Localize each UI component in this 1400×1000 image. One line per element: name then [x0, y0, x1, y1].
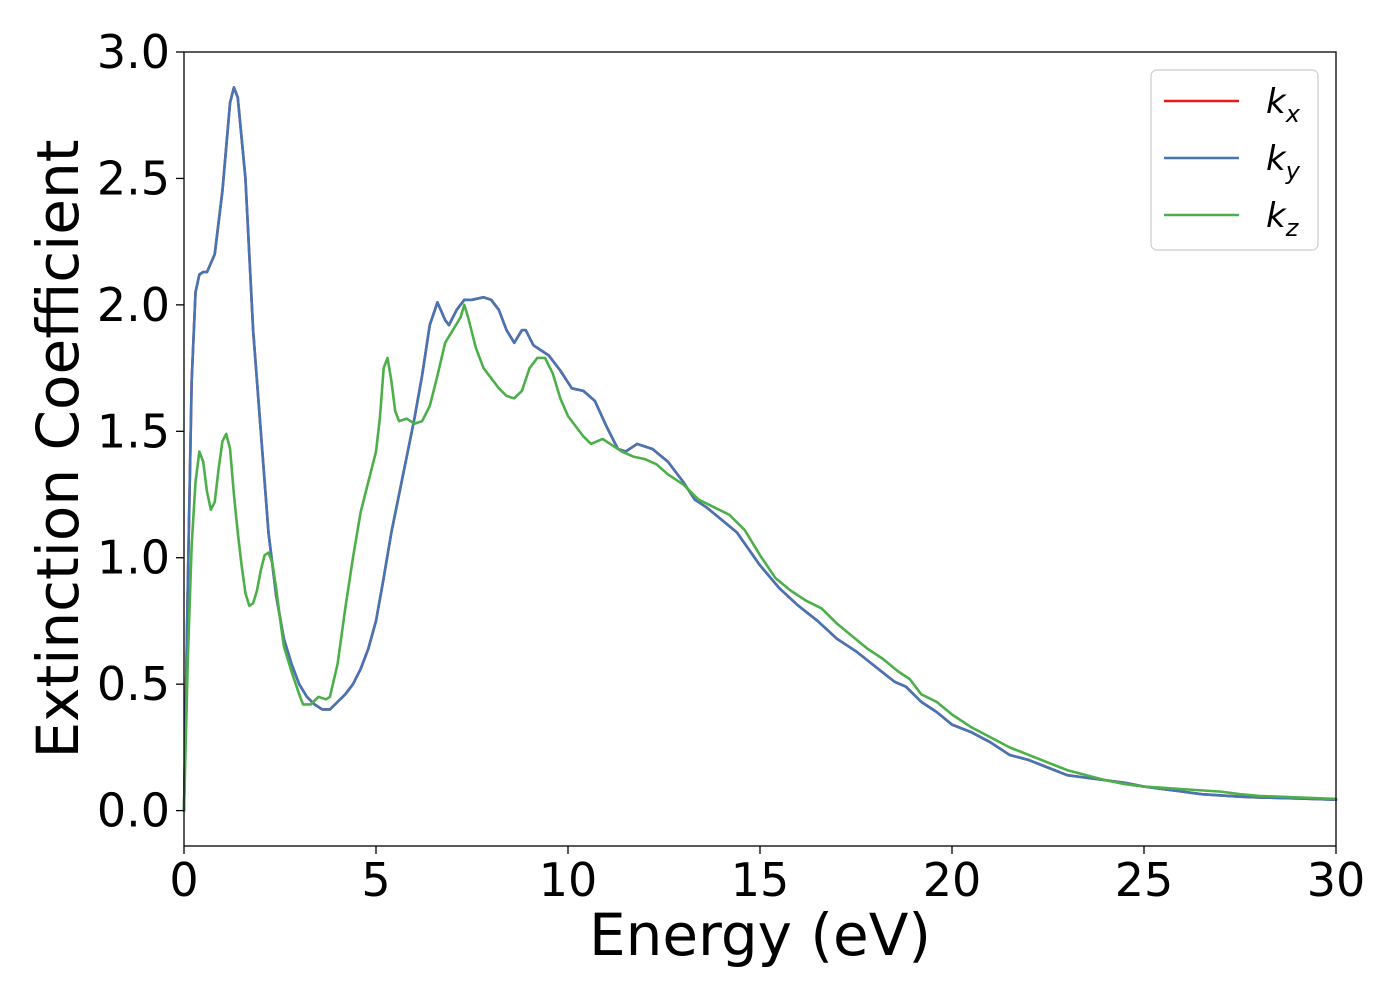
legend-label-kx: kx [1266, 82, 1301, 128]
x-axis-title: Energy (eV) [589, 901, 931, 969]
legend-label-base: k [1266, 139, 1287, 179]
legend-label-subscript: z [1285, 214, 1300, 242]
legend-label-ky: ky [1266, 139, 1301, 185]
y-tick-label: 1.5 [97, 404, 170, 458]
y-tick-label: 2.5 [97, 151, 170, 205]
x-tick-label: 0 [169, 853, 198, 907]
y-axis-title: Extinction Coefficient [24, 140, 92, 759]
x-tick-label: 25 [1115, 853, 1174, 907]
y-tick-label: 1.0 [97, 531, 170, 585]
series-line-kz [182, 303, 1338, 812]
y-tick-label: 0.5 [97, 657, 170, 711]
x-tick-label: 30 [1307, 853, 1366, 907]
x-tick-label: 5 [361, 853, 390, 907]
y-tick-label: 3.0 [97, 25, 170, 79]
legend-label-subscript: x [1285, 100, 1301, 128]
legend-box [1150, 69, 1319, 251]
legend-label-kz: kz [1266, 196, 1300, 242]
legend-label-base: k [1266, 196, 1287, 236]
legend-label-base: k [1266, 82, 1287, 122]
legend-label-subscript: y [1285, 157, 1301, 185]
y-tick-label: 2.0 [97, 278, 170, 332]
x-tick-label: 10 [539, 853, 598, 907]
series-layer [182, 86, 1338, 812]
x-axis: 0 5 10 15 20 25 30 [169, 846, 1365, 907]
x-tick-label: 20 [923, 853, 982, 907]
y-tick-label: 0.0 [97, 784, 170, 838]
y-axis: 0.0 0.5 1.0 1.5 2.0 2.5 3.0 [97, 25, 184, 838]
x-tick-label: 15 [731, 853, 790, 907]
